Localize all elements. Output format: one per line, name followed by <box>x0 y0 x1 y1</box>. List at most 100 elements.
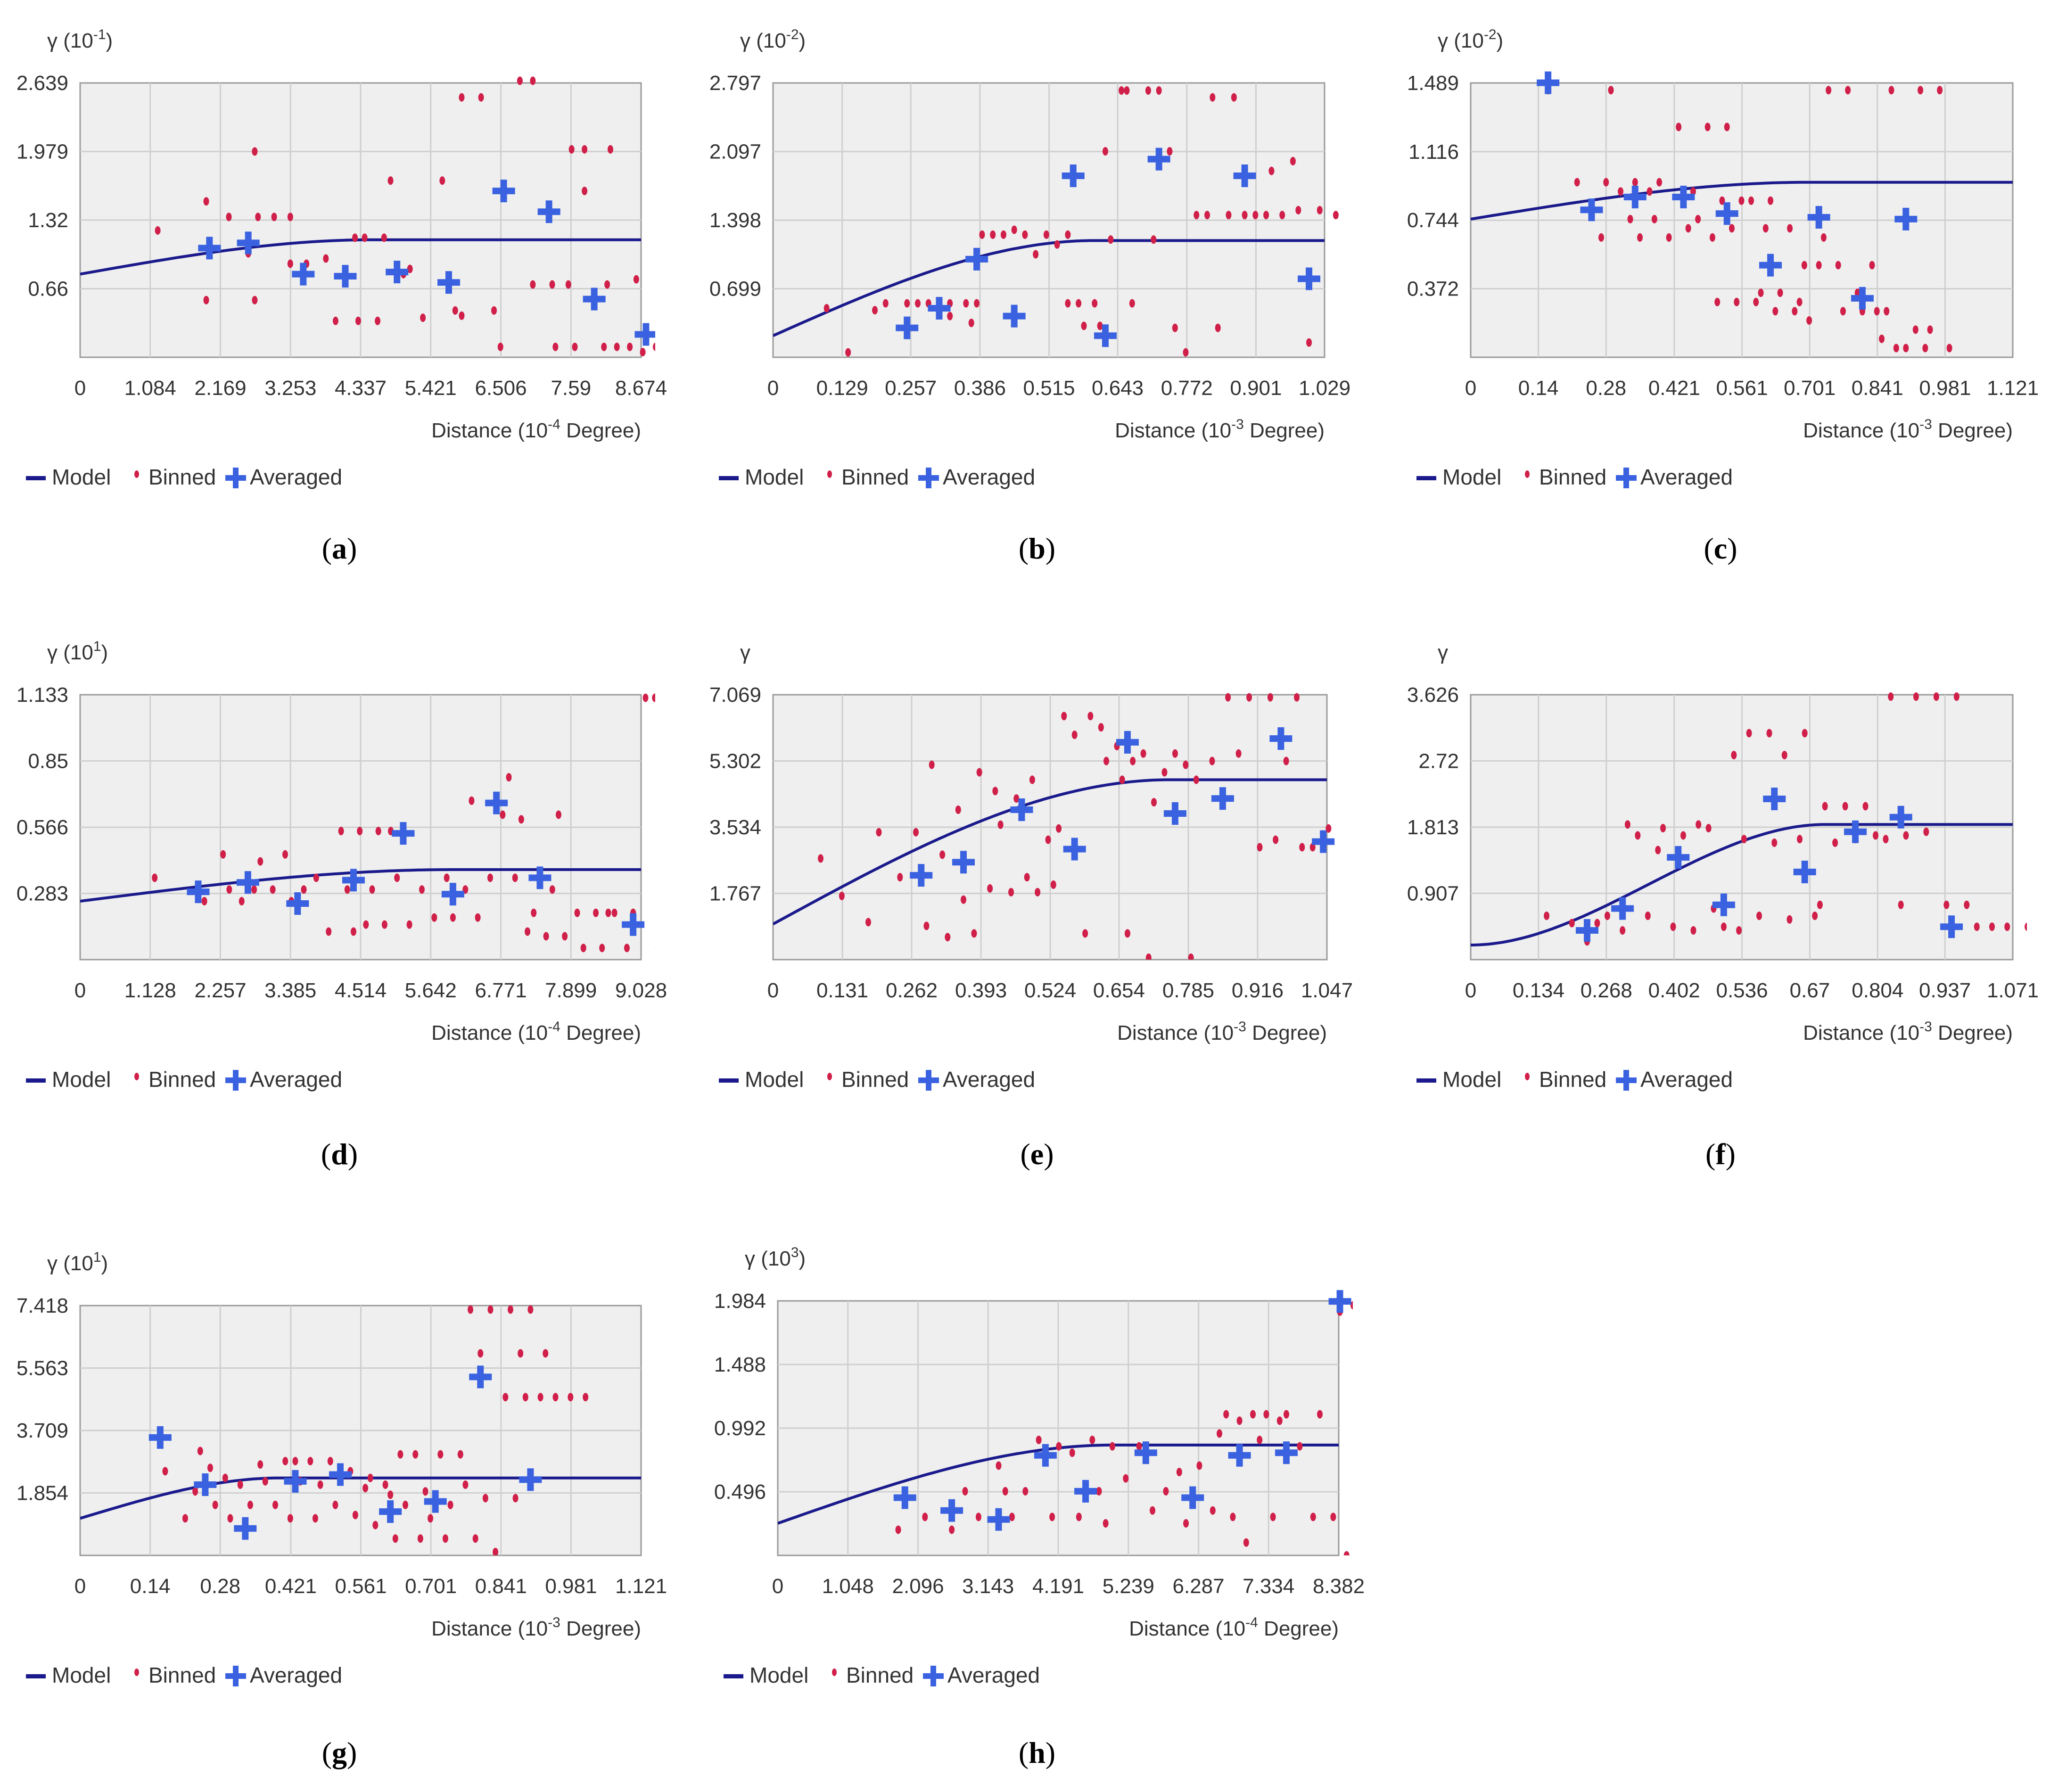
averaged-point <box>1094 324 1117 347</box>
binned-point <box>1210 93 1216 102</box>
binned-point <box>582 145 588 154</box>
binned-point <box>437 1450 444 1459</box>
x-axis-title-close: Degree) <box>560 1021 641 1044</box>
binned-point <box>1217 1429 1223 1438</box>
averaged-point <box>492 180 515 203</box>
binned-point <box>1087 712 1094 721</box>
binned-point <box>1826 86 1832 95</box>
binned-point <box>1268 166 1275 175</box>
marks <box>80 1305 641 1555</box>
y-tick-label: 1.979 <box>16 140 68 164</box>
legend-model-label: Model <box>745 465 804 489</box>
x-tick-label: 0.14 <box>130 1575 171 1598</box>
binned-point <box>1008 888 1014 896</box>
averaged-point <box>187 880 210 904</box>
averaged-point <box>1233 164 1256 188</box>
binned-point <box>1309 843 1316 852</box>
y-axis-title-base: γ <box>740 641 750 664</box>
x-tick-label: 8.674 <box>615 377 667 400</box>
legend-model-label: Model <box>52 465 111 489</box>
x-tick-label: 3.253 <box>264 377 316 400</box>
panel-a: 0 1.084 2.169 3.253 4.337 5.421 6.506 7.59 8.674… <box>16 27 667 565</box>
panel-label-letter: a <box>332 532 347 565</box>
legend-model-swatch <box>719 1078 739 1083</box>
legend-binned-label: Binned <box>1539 465 1606 489</box>
averaged-point <box>485 791 508 814</box>
binned-point <box>945 933 951 942</box>
binned-point <box>452 306 458 315</box>
binned-point <box>1746 729 1752 738</box>
binned-point <box>350 927 356 936</box>
binned-point <box>913 828 919 837</box>
binned-point <box>475 913 481 922</box>
y-axis-title-close: ) <box>101 641 108 664</box>
legend-binned-label: Binned <box>846 1663 914 1687</box>
binned-point <box>1193 775 1199 784</box>
y-axis-title: γ (10-2) <box>1438 27 1503 52</box>
binned-point <box>1002 1487 1008 1496</box>
binned-point <box>1989 922 1995 931</box>
binned-point <box>1685 224 1691 233</box>
binned-point <box>1235 749 1242 758</box>
binned-point <box>962 1487 968 1496</box>
binned-point <box>1768 196 1774 205</box>
binned-point <box>568 1393 574 1402</box>
binned-point <box>1620 926 1626 935</box>
x-axis-title: Distance (10-3 Degree) <box>1115 417 1325 442</box>
y-axis-title: γ (101) <box>47 639 108 664</box>
binned-point <box>904 299 910 308</box>
binned-point <box>1927 325 1933 334</box>
averaged-point <box>1851 287 1874 310</box>
y-tick-label: 3.626 <box>1407 683 1459 707</box>
x-tick-label: 0 <box>767 377 779 400</box>
binned-point <box>1196 1461 1202 1470</box>
binned-point <box>574 908 580 917</box>
binned-point <box>357 827 363 836</box>
binned-point <box>895 1525 901 1534</box>
x-tick-label: 3.385 <box>264 979 316 1002</box>
averaged-point <box>1844 820 1867 843</box>
binned-point <box>818 854 824 863</box>
x-axis-title-exp: -3 <box>1234 1019 1246 1035</box>
binned-point <box>239 896 245 905</box>
binned-point <box>1024 873 1030 882</box>
binned-point <box>1204 211 1210 220</box>
binned-point <box>872 306 878 315</box>
binned-point <box>1136 1442 1142 1451</box>
legend-binned-swatch <box>134 1669 139 1676</box>
binned-point <box>1013 794 1020 803</box>
binned-point <box>1050 880 1056 889</box>
x-tick-label: 7.59 <box>551 377 591 400</box>
binned-point <box>344 885 350 894</box>
binned-point <box>531 908 537 917</box>
legend-model-label: Model <box>1442 465 1501 489</box>
binned-point <box>487 873 493 882</box>
y-tick-label: 1.489 <box>1407 72 1459 95</box>
binned-point <box>1724 123 1730 132</box>
x-tick-label: 1.029 <box>1299 377 1350 400</box>
legend-model-label: Model <box>745 1067 804 1092</box>
binned-point <box>611 908 617 917</box>
averaged-point <box>1894 207 1918 230</box>
binned-point <box>605 908 611 917</box>
x-axis-title-base: Distance (10 <box>431 419 548 442</box>
binned-point <box>882 299 889 308</box>
x-tick-label: 0.28 <box>1586 377 1626 400</box>
x-tick-label: 6.771 <box>475 979 527 1002</box>
binned-point <box>1632 178 1638 187</box>
legend-averaged-swatch <box>918 468 939 488</box>
binned-point <box>568 145 575 154</box>
x-tick-label: 0.28 <box>200 1575 240 1598</box>
averaged-point <box>292 263 315 286</box>
x-tick-label: 0.901 <box>1230 377 1282 400</box>
legend-averaged-swatch <box>1616 1070 1637 1091</box>
binned-point <box>530 280 536 289</box>
legend-averaged-label: Averaged <box>947 1663 1040 1687</box>
y-tick-label: 0.907 <box>1407 882 1459 905</box>
binned-point <box>255 213 261 222</box>
binned-point <box>1119 775 1125 784</box>
legend-binned-swatch <box>832 1669 837 1676</box>
legend-averaged-swatch <box>918 1070 939 1091</box>
averaged-point <box>198 237 221 260</box>
y-axis-title-exp: 3 <box>791 1245 799 1260</box>
